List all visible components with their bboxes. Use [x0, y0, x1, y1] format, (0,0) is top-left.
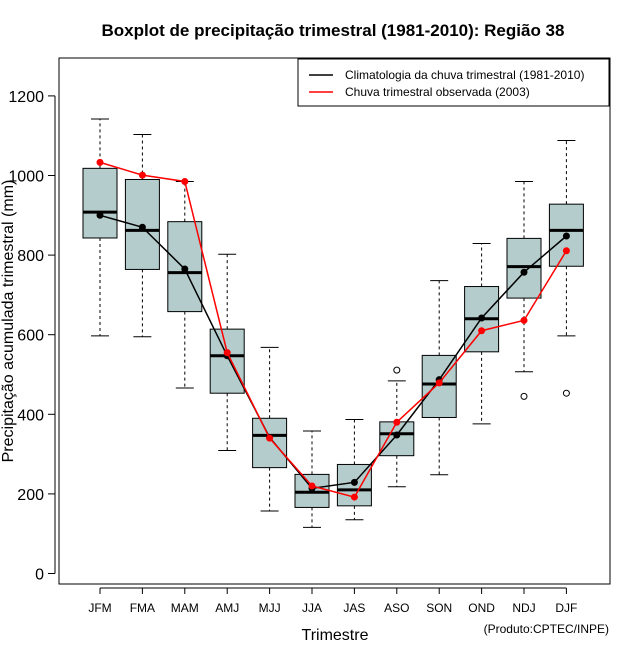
y-tick-label-800: 800 [17, 248, 44, 265]
point-observada-DJF [562, 247, 570, 255]
box-SON [421, 280, 457, 476]
point-climatologia-FMA [138, 223, 146, 231]
x-tick-label-AMJ: AMJ [215, 601, 239, 615]
point-observada-OND [478, 327, 486, 335]
box-iqr-JFM [82, 167, 118, 239]
point-observada-NDJ [520, 316, 528, 324]
box-iqr-MJJ [252, 417, 288, 469]
x-tick-label-JAS: JAS [343, 601, 365, 615]
box-FMA [124, 134, 160, 338]
box-JFM [82, 118, 118, 337]
point-observada-SON [435, 379, 443, 387]
legend-box [297, 58, 610, 107]
point-climatologia-JFM [96, 211, 104, 219]
point-observada-ASO [393, 418, 401, 426]
box-AMJ [209, 253, 245, 452]
outlier-ASO-0 [393, 366, 401, 374]
y-axis: 0 200 400 600 800 1000 1200 [8, 89, 56, 584]
series-line-observada [99, 161, 568, 498]
x-tick-label-JJA: JJA [302, 601, 322, 615]
x-axis: JFM FMA MAM AMJ MJJ JJA JAS ASO SON OND NDJ DJF [88, 587, 577, 615]
point-observada-FMA [138, 171, 146, 179]
point-climatologia-ASO [393, 431, 401, 439]
x-axis-label: Trimestre [302, 627, 369, 644]
point-observada-JJA [308, 482, 316, 490]
x-tick-label-OND: OND [468, 601, 495, 615]
point-climatologia-MAM [181, 265, 189, 273]
point-observada-MJJ [266, 434, 274, 442]
x-tick-label-JFM: JFM [88, 601, 111, 615]
x-tick-label-MJJ: MJJ [259, 601, 281, 615]
point-climatologia-NDJ [520, 268, 528, 276]
box-ASO [379, 366, 415, 488]
chart-title: Boxplot de precipitação trimestral (1981… [102, 21, 565, 40]
series-layer [96, 158, 570, 501]
x-tick-label-NDJ: NDJ [512, 601, 535, 615]
legend-label-observada: Chuva trimestral observada (2003) [345, 85, 530, 99]
box-iqr-NDJ [506, 237, 542, 299]
point-observada-MAM [181, 177, 189, 185]
point-observada-AMJ [223, 349, 231, 357]
point-climatologia-DJF [562, 232, 570, 240]
box-iqr-ASO [379, 421, 415, 457]
point-observada-JAS [350, 493, 358, 501]
point-climatologia-OND [478, 314, 486, 322]
point-observada-JFM [96, 158, 104, 166]
y-tick-label-1000: 1000 [8, 169, 44, 186]
box-JJA [294, 430, 330, 528]
x-tick-label-DJF: DJF [555, 601, 577, 615]
y-axis-label: Precipitação acumulada trimestral (mm) [0, 180, 17, 463]
legend-label-climatologia: Climatologia da chuva trimestral (1981-2… [345, 68, 584, 82]
y-tick-label-200: 200 [17, 487, 44, 504]
y-tick-label-1200: 1200 [8, 89, 44, 106]
product-credit: (Produto:CPTEC/INPE) [484, 622, 609, 636]
box-iqr-SON [421, 354, 457, 418]
box-iqr-AMJ [209, 328, 245, 394]
boxes-layer [82, 118, 584, 528]
box-NDJ [506, 180, 542, 400]
y-tick-label-0: 0 [35, 567, 44, 584]
plot-frame [58, 57, 611, 585]
outlier-DJF-0 [562, 389, 570, 397]
legend: Climatologia da chuva trimestral (1981-2… [297, 58, 610, 107]
series-line-climatologia [99, 214, 567, 490]
box-MJJ [252, 346, 288, 512]
x-tick-label-ASO: ASO [384, 601, 409, 615]
box-MAM [167, 180, 203, 389]
y-tick-label-400: 400 [17, 407, 44, 424]
x-tick-label-FMA: FMA [130, 601, 155, 615]
point-climatologia-JAS [350, 478, 358, 486]
y-tick-label-600: 600 [17, 328, 44, 345]
x-tick-label-MAM: MAM [171, 601, 199, 615]
x-tick-label-SON: SON [426, 601, 452, 615]
outlier-NDJ-0 [520, 392, 528, 400]
box-DJF [548, 139, 584, 397]
